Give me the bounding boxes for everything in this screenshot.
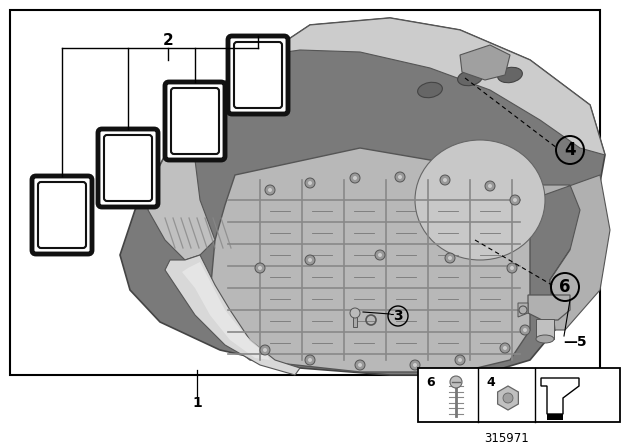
Polygon shape xyxy=(541,378,579,414)
Polygon shape xyxy=(498,386,518,410)
FancyBboxPatch shape xyxy=(104,135,152,201)
Circle shape xyxy=(513,198,517,202)
Circle shape xyxy=(500,343,510,353)
Ellipse shape xyxy=(498,67,522,83)
Circle shape xyxy=(258,266,262,270)
Circle shape xyxy=(305,355,315,365)
Polygon shape xyxy=(530,175,610,330)
Circle shape xyxy=(507,263,517,273)
Circle shape xyxy=(448,256,452,260)
Circle shape xyxy=(510,195,520,205)
Circle shape xyxy=(488,184,492,188)
Ellipse shape xyxy=(458,70,483,86)
Circle shape xyxy=(440,175,450,185)
Polygon shape xyxy=(165,255,300,375)
Text: 6: 6 xyxy=(559,278,571,296)
Text: 2: 2 xyxy=(163,33,173,47)
FancyBboxPatch shape xyxy=(171,88,219,154)
Circle shape xyxy=(510,266,514,270)
Circle shape xyxy=(378,253,382,257)
Circle shape xyxy=(355,360,365,370)
Polygon shape xyxy=(460,45,510,80)
Text: 3: 3 xyxy=(393,309,403,323)
Circle shape xyxy=(413,363,417,367)
Circle shape xyxy=(450,376,462,388)
Circle shape xyxy=(443,178,447,182)
Bar xyxy=(547,414,563,420)
Polygon shape xyxy=(265,18,605,155)
Circle shape xyxy=(458,358,462,362)
Circle shape xyxy=(308,358,312,362)
Circle shape xyxy=(265,185,275,195)
Circle shape xyxy=(523,328,527,332)
Circle shape xyxy=(308,181,312,185)
Circle shape xyxy=(503,393,513,403)
FancyBboxPatch shape xyxy=(165,82,225,160)
Circle shape xyxy=(305,178,315,188)
Circle shape xyxy=(260,345,270,355)
Circle shape xyxy=(455,355,465,365)
Polygon shape xyxy=(518,303,528,317)
Bar xyxy=(10,10,600,375)
Ellipse shape xyxy=(418,82,442,98)
Circle shape xyxy=(375,250,385,260)
Bar xyxy=(418,368,620,422)
Circle shape xyxy=(255,263,265,273)
Text: 1: 1 xyxy=(192,396,202,410)
Polygon shape xyxy=(120,18,605,375)
Ellipse shape xyxy=(415,140,545,260)
Circle shape xyxy=(305,255,315,265)
Circle shape xyxy=(268,188,272,192)
Polygon shape xyxy=(528,295,570,320)
Polygon shape xyxy=(148,85,230,260)
Text: —5: —5 xyxy=(563,335,587,349)
Bar xyxy=(353,313,357,327)
Circle shape xyxy=(410,360,420,370)
Circle shape xyxy=(308,258,312,262)
Polygon shape xyxy=(210,148,530,372)
Circle shape xyxy=(350,308,360,318)
Ellipse shape xyxy=(536,335,554,343)
FancyBboxPatch shape xyxy=(32,176,92,254)
Text: 315971: 315971 xyxy=(484,431,529,444)
Circle shape xyxy=(445,253,455,263)
Text: 4: 4 xyxy=(564,141,576,159)
Circle shape xyxy=(520,325,530,335)
Circle shape xyxy=(503,346,507,350)
Circle shape xyxy=(485,181,495,191)
Polygon shape xyxy=(182,262,270,360)
Circle shape xyxy=(353,176,357,180)
Bar xyxy=(536,319,554,339)
Circle shape xyxy=(358,363,362,367)
FancyBboxPatch shape xyxy=(98,129,158,207)
FancyBboxPatch shape xyxy=(228,36,288,114)
Circle shape xyxy=(263,348,267,352)
Text: 4: 4 xyxy=(486,376,495,389)
Circle shape xyxy=(395,172,405,182)
FancyBboxPatch shape xyxy=(234,42,282,108)
FancyBboxPatch shape xyxy=(38,182,86,248)
Text: 6: 6 xyxy=(426,376,435,389)
Circle shape xyxy=(350,173,360,183)
Circle shape xyxy=(398,175,402,179)
